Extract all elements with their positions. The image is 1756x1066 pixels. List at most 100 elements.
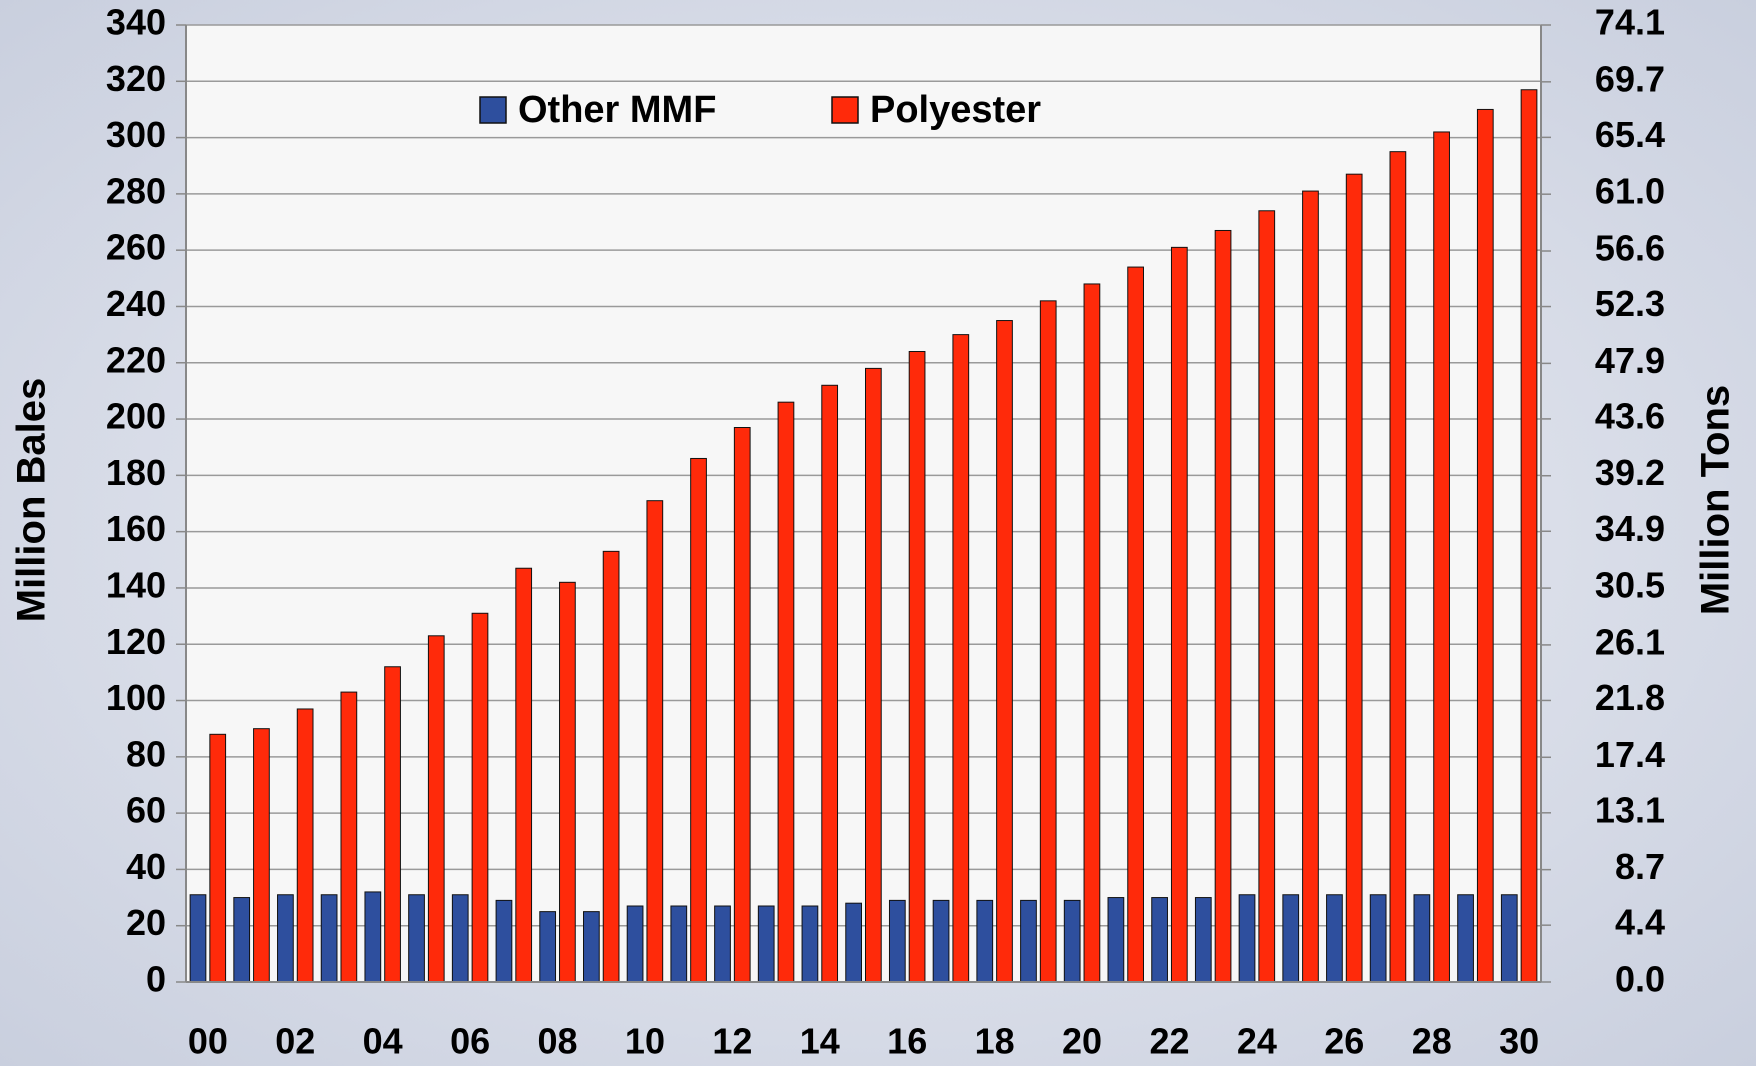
y-tick-label: 20 <box>126 902 166 943</box>
bar <box>364 891 382 983</box>
legend-label: Polyester <box>870 89 1041 131</box>
bar <box>1063 899 1081 983</box>
bar <box>1258 210 1276 983</box>
bar <box>1282 894 1300 983</box>
bar <box>1433 131 1450 983</box>
y-tick-label: 320 <box>106 58 166 99</box>
x-tick-label: 14 <box>800 1021 840 1062</box>
bar <box>1302 190 1319 983</box>
bar <box>646 500 664 983</box>
bar <box>1520 89 1538 983</box>
bar <box>233 897 251 983</box>
x-tick-label: 22 <box>1149 1021 1189 1062</box>
y-tick-label: 160 <box>106 508 166 549</box>
y2-tick-label: 4.4 <box>1615 902 1665 943</box>
bar <box>976 899 994 983</box>
bar <box>340 691 358 983</box>
bar <box>515 567 533 983</box>
bar <box>733 427 751 983</box>
y2-tick-label: 61.0 <box>1595 171 1665 212</box>
bar <box>253 728 270 983</box>
y-tick-label: 200 <box>106 396 166 437</box>
y-tick-label: 60 <box>126 790 166 831</box>
x-tick-label: 20 <box>1062 1021 1102 1062</box>
bar <box>1170 246 1188 983</box>
y2-tick-label: 26.1 <box>1595 621 1665 662</box>
x-tick-label: 00 <box>188 1021 228 1062</box>
bar <box>821 384 839 983</box>
y2-axis-title: Million Tons <box>1694 385 1738 615</box>
bar <box>427 635 445 983</box>
bar <box>1214 229 1232 983</box>
bar <box>845 902 863 983</box>
legend-swatch <box>479 96 507 124</box>
x-tick-label: 02 <box>275 1021 315 1062</box>
bar <box>277 894 294 983</box>
x-tick-label: 24 <box>1237 1021 1277 1062</box>
y2-tick-label: 0.0 <box>1615 959 1665 1000</box>
y2-tick-label: 34.9 <box>1595 508 1665 549</box>
x-tick-label: 04 <box>363 1021 403 1062</box>
y2-tick-label: 74.1 <box>1595 2 1665 43</box>
bar <box>602 550 620 983</box>
x-tick-label: 10 <box>625 1021 665 1062</box>
y-tick-label: 220 <box>106 339 166 380</box>
bar <box>932 899 950 983</box>
bar <box>1500 894 1518 983</box>
bar <box>690 457 707 983</box>
legend-label: Other MMF <box>518 89 716 131</box>
y-axis-title: Million Bales <box>10 378 54 623</box>
bar <box>1369 894 1387 983</box>
bar <box>996 320 1013 983</box>
y2-tick-label: 56.6 <box>1595 228 1665 269</box>
y2-tick-label: 52.3 <box>1595 283 1665 324</box>
y2-tick-label: 13.1 <box>1595 789 1665 830</box>
bar <box>189 894 207 983</box>
y2-tick-label: 39.2 <box>1595 452 1665 493</box>
y-tick-label: 140 <box>106 564 166 605</box>
y-tick-label: 40 <box>126 846 166 887</box>
bar <box>1457 894 1474 983</box>
bar <box>777 401 795 983</box>
bar <box>583 911 600 983</box>
bar <box>1107 897 1125 983</box>
bar <box>626 905 644 983</box>
bar <box>471 612 489 983</box>
y2-tick-label: 8.7 <box>1615 846 1665 887</box>
y2-tick-label: 43.6 <box>1595 395 1665 436</box>
x-tick-label: 08 <box>538 1021 578 1062</box>
y-tick-label: 240 <box>106 283 166 324</box>
bar <box>495 899 513 983</box>
bar <box>1389 151 1407 983</box>
bar <box>296 708 314 983</box>
bar <box>1345 173 1363 983</box>
x-tick-label: 28 <box>1412 1021 1452 1062</box>
bar <box>1151 897 1168 983</box>
y-tick-label: 100 <box>106 677 166 718</box>
bar <box>1083 283 1101 983</box>
y2-tick-label: 69.7 <box>1595 58 1665 99</box>
bar <box>384 666 401 983</box>
y2-tick-label: 17.4 <box>1595 734 1665 775</box>
bar <box>1194 897 1212 983</box>
y2-tick-label: 47.9 <box>1595 340 1665 381</box>
bar <box>320 894 338 983</box>
bar <box>408 894 425 983</box>
bar <box>865 367 882 983</box>
bar <box>908 351 926 983</box>
bar <box>1238 894 1256 983</box>
x-tick-label: 06 <box>450 1021 490 1062</box>
bar <box>539 911 557 983</box>
bar <box>670 905 688 983</box>
x-tick-label: 16 <box>887 1021 927 1062</box>
x-tick-label: 12 <box>712 1021 752 1062</box>
bar <box>209 733 227 983</box>
y-tick-label: 0 <box>146 959 166 1000</box>
bar <box>952 334 970 983</box>
bar <box>1413 894 1431 983</box>
y-tick-label: 340 <box>106 2 166 43</box>
bar <box>1476 108 1494 983</box>
y2-tick-label: 65.4 <box>1595 114 1665 155</box>
